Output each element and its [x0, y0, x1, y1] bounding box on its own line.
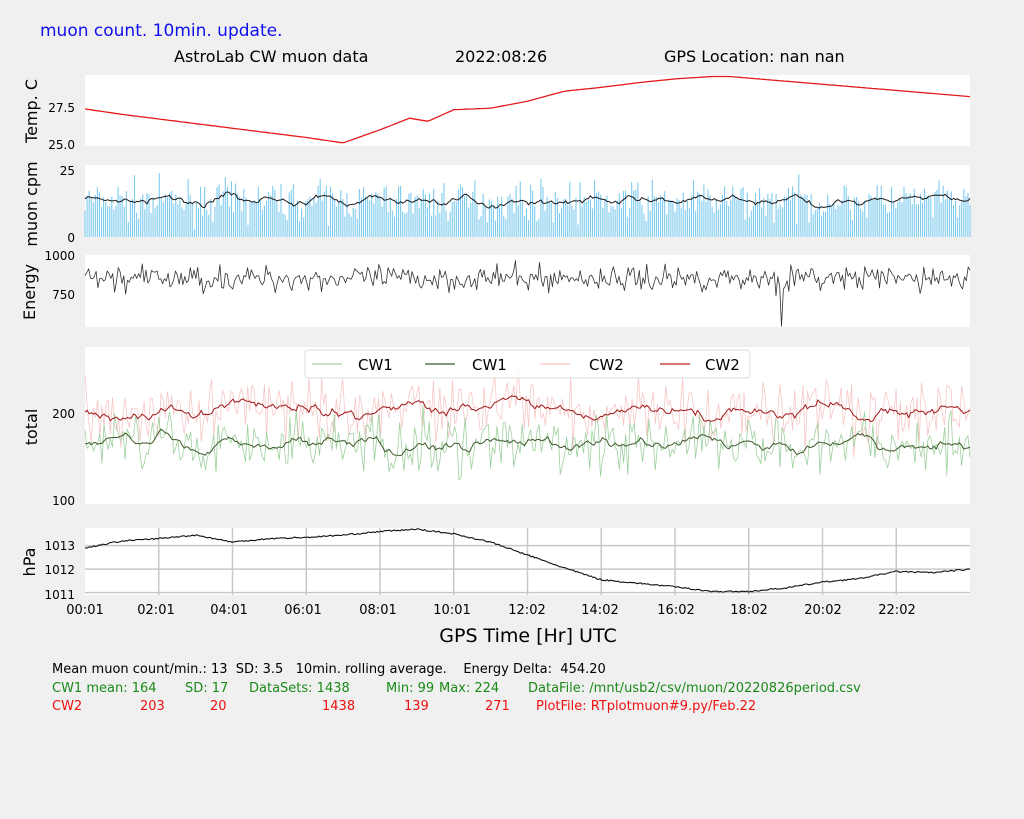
cw2-plotfile: PlotFile: RTplotmuon#9.py/Feb.22 [536, 699, 757, 714]
cw2-min: 139 [404, 699, 429, 714]
xtick-label: 22:02 [878, 603, 915, 618]
legend-box [304, 349, 751, 379]
legend-label: CW1 [472, 356, 507, 374]
cw2-max: 271 [485, 699, 510, 714]
top-label: muon count. 10min. update. [40, 21, 282, 41]
muon-ytick: 25 [60, 164, 75, 178]
chart-date: 2022:08:26 [455, 47, 547, 66]
xtick-label: 02:01 [137, 603, 174, 618]
legend: CW1 CW1 CW2 CW2 [304, 349, 751, 379]
energy-ytick: 1000 [44, 249, 75, 263]
muon-rolling-average-line [84, 191, 971, 209]
cw1-stats-line: CW1 mean: 164 SD: 17 DataSets: 1438 Min:… [52, 681, 861, 786]
temp-ylabel: Temp. C [22, 79, 41, 144]
chart-title: AstroLab CW muon data [174, 47, 368, 66]
energy-ylabel: Energy [20, 264, 39, 320]
energy-ytick: 750 [52, 288, 75, 302]
xtick-label: 10:01 [433, 603, 470, 618]
legend-label: CW1 [358, 356, 393, 374]
plot-layer [84, 75, 971, 595]
energy-line [84, 260, 971, 327]
pressure-ytick: 1013 [44, 539, 75, 553]
cw2-datasets: 1438 [322, 699, 356, 714]
cw1-max: Max: 224 [439, 681, 500, 696]
temperature-line [84, 75, 971, 144]
muon-ylabel: muon cpm [22, 161, 41, 246]
temp-ytick: 25.0 [48, 138, 75, 152]
gps-location: GPS Location: nan nan [664, 47, 845, 66]
pressure-line [84, 528, 971, 593]
figure: muon count. 10min. update. AstroLab CW m… [20, 21, 971, 647]
cw2-sd: 20 [210, 699, 227, 714]
cw1-mean: CW1 mean: 164 [52, 681, 157, 696]
cw2-average-line [84, 395, 971, 423]
xtick-label: 16:02 [657, 603, 694, 618]
xtick-label: 20:02 [804, 603, 841, 618]
xtick-label: 12:02 [508, 603, 545, 618]
total-ytick: 100 [52, 494, 75, 508]
pressure-ytick: 1012 [44, 563, 75, 577]
legend-label: CW2 [589, 356, 624, 374]
xtick-label: 06:01 [284, 603, 321, 618]
xtick-label: 04:01 [210, 603, 247, 618]
summary-line: Mean muon count/min.: 13 SD: 3.5 10min. … [52, 662, 606, 692]
cw2-label: CW2 [52, 699, 83, 714]
xtick-label: 08:01 [359, 603, 396, 618]
total-ytick: 200 [52, 407, 75, 421]
x-axis-label: GPS Time [Hr] UTC [439, 625, 616, 647]
cw1-min: Min: 99 [386, 681, 435, 696]
cw1-datafile: DataFile: /mnt/usb2/csv/muon/20220826per… [528, 681, 861, 696]
temp-panel [85, 75, 970, 146]
cw2-raw-line [84, 364, 971, 458]
pressure-ylabel: hPa [20, 548, 39, 577]
cw2-stats-line: CW2 203 20 1438 139 271 PlotFile: RTplot… [52, 699, 756, 819]
xtick-label: 00:01 [66, 603, 103, 618]
xtick-label: 18:02 [730, 603, 767, 618]
legend-label: CW2 [705, 356, 740, 374]
muon-panel [85, 165, 970, 237]
cw1-sd: SD: 17 [185, 681, 229, 696]
cw1-datasets: DataSets: 1438 [249, 681, 350, 696]
xtick-label: 14:02 [581, 603, 618, 618]
muon-ytick: 0 [67, 231, 75, 245]
cw2-mean: 203 [140, 699, 165, 714]
energy-panel [85, 255, 970, 327]
total-ylabel: total [22, 409, 41, 446]
summary-text: Mean muon count/min.: 13 SD: 3.5 10min. … [52, 662, 606, 677]
cw1-average-line [85, 428, 971, 457]
temp-ytick: 27.5 [48, 101, 75, 115]
pressure-ytick: 1011 [44, 588, 75, 602]
